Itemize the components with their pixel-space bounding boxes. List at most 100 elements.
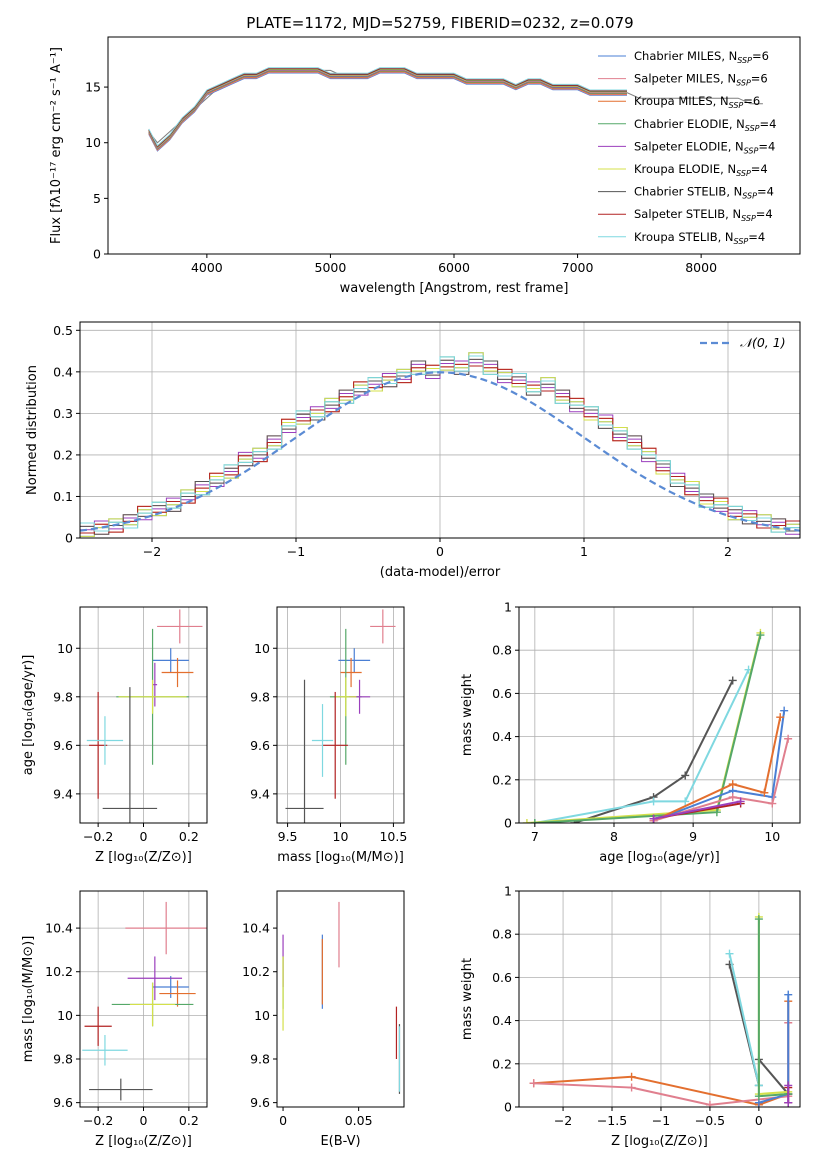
mass-weight-marker [522,819,531,823]
x-tick-label: 10.5 [379,829,407,844]
mass-weight-line [574,679,734,823]
axes-frame [518,890,801,1108]
x-tick-label: 10 [333,829,349,844]
legend-sub: SSP [734,237,749,246]
axes-frame [276,890,405,1108]
mass-weight-marker [725,949,734,958]
y-tick-label: 0.2 [492,772,512,787]
model-spectrum-line [148,68,627,148]
legend-name: Kroupa STELIB, N [634,230,734,244]
model-spectrum-line [148,67,627,148]
mass-weight-marker [756,631,765,640]
y-tick-label: 0.1 [53,489,73,504]
y-tick-label: 9.6 [250,738,270,753]
panel-mass_vs_Z: −0.2 0 0.2 9.6 9.8 10 10.2 10.4 Z [log₁₀(Z/Z⊙)] m… [21,890,208,1149]
legend-sub: SSP [741,214,756,223]
model-spectrum-line [148,72,627,152]
y-tick-label: 1 [504,600,512,615]
legend-sub: SSP [736,79,751,88]
x-tick-label: 0.2 [179,829,199,844]
legend-tail: =4 [757,185,774,199]
y-tick-label: 0.8 [492,643,512,658]
y-tick-label: 0.5 [53,323,73,338]
legend-tail: =4 [748,230,765,244]
y-tick-label: 0.4 [492,729,512,744]
y-tick-label: 0.8 [492,927,512,942]
mass-weight-marker [736,797,745,806]
x-tick-label: −1.5 [597,1113,627,1128]
y-tick-label: 0.3 [53,406,73,421]
y-tick-label: 10 [254,641,270,656]
legend-tail: =4 [760,117,777,131]
x-tick-label: 0 [755,1113,763,1128]
y-tick-label: 10 [85,135,101,150]
x-tick-label: 7 [531,829,539,844]
legend-tail: =4 [756,207,773,221]
x-axis-label: (data-model)/error [380,565,501,580]
mass-weight-marker [784,990,793,999]
legend-label: Salpeter STELIB, NSSP=4 [634,207,773,223]
x-axis-label: Z [log₁₀(Z/Z⊙)] [95,1134,192,1149]
x-tick-label: 1 [580,544,588,559]
y-tick-label: 0.4 [53,364,73,379]
mass-weight-line [526,632,762,823]
plot-area [282,901,401,1094]
mass-weight-marker [681,797,690,806]
legend-name: Chabrier ELODIE, N [634,117,745,131]
y-tick-label: 9.4 [250,786,270,801]
panel-residuals: −2 −1 0 1 2 0 0.1 0.2 0.3 0.4 0.5 (data-model)/erro… [25,321,801,580]
y-tick-label: 0 [504,816,512,831]
legend-label: Chabrier ELODIE, NSSP=4 [634,117,776,133]
y-axis-label: Flux [fλ10⁻¹⁷ erg cm⁻² s⁻¹ A⁻¹] [49,47,64,244]
legend-tail: =4 [758,139,775,153]
mass-weight-marker [754,1092,763,1101]
legend-sub: SSP [744,146,759,155]
y-axis-label: mass weight [460,674,475,756]
mass-weight-line [653,716,782,822]
y-tick-label: 9.6 [53,738,73,753]
x-tick-label: 7000 [562,260,594,275]
y-tick-label: 0.2 [492,1056,512,1071]
x-tick-label: 9 [689,829,697,844]
mass-weight-line [728,953,760,1086]
legend-label: Salpeter ELODIE, NSSP=4 [634,139,775,155]
panel-massweight_vs_Z: −2 −1.5 −1 −0.5 0 0 0.2 0.4 0.6 0.8 1 Z [log₁₀(Z/Z⊙… [460,884,801,1149]
legend-label: Kroupa STELIB, NSSP=4 [634,230,765,246]
mass-weight-line [653,738,790,822]
legend-name: Kroupa ELODIE, N [634,162,736,176]
y-axis-label: age [log₁₀(age/yr)] [21,655,36,776]
legend-label: Salpeter MILES, NSSP=6 [634,72,768,88]
x-tick-label: 0 [140,829,148,844]
mass-weight-marker [627,1083,636,1092]
panel-massweight_vs_age: 7 8 9 10 0 0.2 0.4 0.6 0.8 1 age [log₁₀(age/yr)] ma… [460,600,801,865]
y-tick-label: 9.4 [53,786,73,801]
y-tick-label: 9.8 [250,689,270,704]
mass-weight-marker [728,780,737,789]
x-tick-label: −2 [143,544,161,559]
x-tick-label: 5000 [315,260,347,275]
y-tick-label: 1 [504,884,512,899]
mass-weight-marker [768,799,777,808]
y-tick-label: 10.2 [45,964,73,979]
x-tick-label: 0.05 [345,1113,373,1128]
y-tick-label: 5 [93,191,101,206]
mass-weight-marker [728,676,737,685]
x-tick-label: 0 [140,1113,148,1128]
x-tick-label: 8 [610,829,618,844]
x-tick-label: −0.2 [83,829,113,844]
y-tick-label: 10 [254,1008,270,1023]
y-tick-label: 9.8 [53,689,73,704]
x-tick-label: 9.5 [278,829,298,844]
mass-weight-marker [784,1081,793,1090]
model-spectrum-line [148,69,627,150]
legend-sub: SSP [742,192,757,201]
legend-name: Chabrier MILES, N [634,49,737,63]
x-axis-label: Z [log₁₀(Z/Z⊙)] [95,850,192,865]
y-tick-label: 10.4 [242,921,270,936]
y-axis-label: Normed distribution [25,365,40,495]
y-tick-label: 0 [65,531,73,546]
mass-weight-marker [728,793,737,802]
mass-weight-marker [627,1072,636,1081]
y-tick-label: 9.8 [53,1052,73,1067]
